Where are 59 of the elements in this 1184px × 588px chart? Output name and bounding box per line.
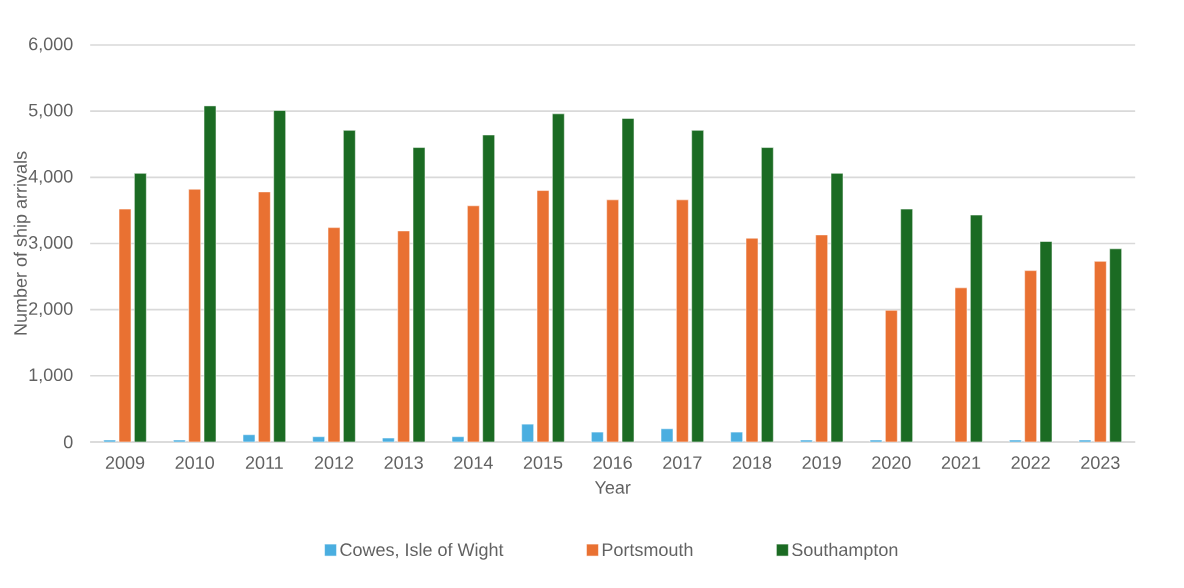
x-tick-label: 2012: [314, 456, 354, 469]
x-tick-label: 2023: [1081, 456, 1120, 469]
x-tick-label: 2010: [175, 456, 214, 469]
bar: [521, 423, 534, 442]
y-tick-label: 5,000: [28, 103, 73, 119]
y-tick-label: 2,000: [29, 302, 73, 318]
bar: [552, 113, 565, 442]
x-axis-title: Year: [594, 481, 631, 494]
bar: [761, 147, 774, 442]
bar: [815, 234, 828, 442]
bar: [1024, 270, 1037, 442]
bar: [188, 188, 201, 442]
bar: [467, 205, 480, 442]
bar: [258, 191, 271, 442]
bar: [745, 237, 759, 442]
bar: [482, 134, 495, 442]
bar: [591, 431, 604, 442]
bar: [242, 434, 256, 442]
y-tick-label: 4,000: [28, 169, 73, 185]
bar: [382, 437, 395, 442]
y-tick-label: 3,000: [28, 236, 73, 251]
bar: [954, 287, 968, 442]
bar: [118, 208, 132, 442]
legend-label: Cowes, Isle of Wight: [340, 542, 504, 560]
x-tick-label: 2011: [245, 456, 283, 469]
bar: [900, 208, 913, 442]
x-tick-label: 2020: [872, 456, 911, 469]
y-tick-label: 6,000: [29, 37, 73, 53]
bar: [1094, 261, 1107, 442]
bar: [1109, 248, 1122, 442]
bar: [273, 110, 286, 442]
legend-label: Southampton: [792, 542, 898, 560]
y-tick-label: 0: [63, 435, 73, 449]
y-tick-label: 1,000: [29, 368, 73, 384]
x-tick-label: 2016: [593, 456, 632, 469]
bar: [970, 214, 983, 442]
x-tick-label: 2022: [1011, 456, 1050, 469]
x-tick-label: 2014: [454, 456, 493, 469]
bar: [885, 310, 898, 442]
bar: [451, 436, 465, 442]
bar: [134, 173, 147, 442]
x-tick-label: 2015: [523, 456, 563, 469]
bar: [343, 130, 356, 442]
bar: [676, 199, 689, 442]
bar: [730, 431, 743, 442]
x-tick-label: 2017: [663, 456, 702, 469]
bar: [397, 230, 410, 442]
bar: [691, 130, 704, 442]
x-tick-label: 2009: [105, 456, 145, 469]
x-tick-label: 2019: [802, 456, 841, 469]
bar: [536, 190, 550, 442]
bar: [312, 436, 325, 442]
bar: [606, 199, 619, 442]
legend-label: Portsmouth: [602, 542, 693, 557]
bar: [327, 227, 341, 442]
x-tick-label: 2013: [384, 456, 423, 469]
bar: [660, 428, 674, 442]
x-tick-label: 2018: [732, 456, 772, 469]
x-tick-label: 2021: [941, 456, 981, 469]
